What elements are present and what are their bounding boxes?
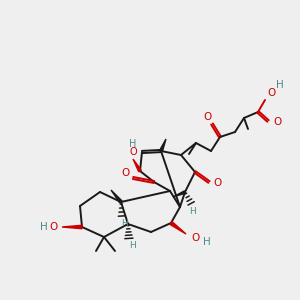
Text: O: O [50,222,58,232]
Text: H: H [129,139,137,149]
Text: H: H [190,206,196,215]
Text: O: O [273,117,281,127]
Text: H: H [121,220,128,229]
Text: O: O [122,168,130,178]
Polygon shape [133,159,141,172]
Text: H: H [276,80,284,90]
Text: O: O [214,178,222,188]
Polygon shape [62,225,82,229]
Text: O: O [268,88,276,98]
Text: O: O [203,112,211,122]
Text: H: H [40,222,48,232]
Polygon shape [170,222,186,234]
Polygon shape [160,139,166,152]
Text: H: H [129,242,135,250]
Polygon shape [173,191,185,197]
Text: O: O [129,147,137,157]
Text: H: H [203,237,211,247]
Polygon shape [111,190,122,203]
Text: O: O [192,233,200,243]
